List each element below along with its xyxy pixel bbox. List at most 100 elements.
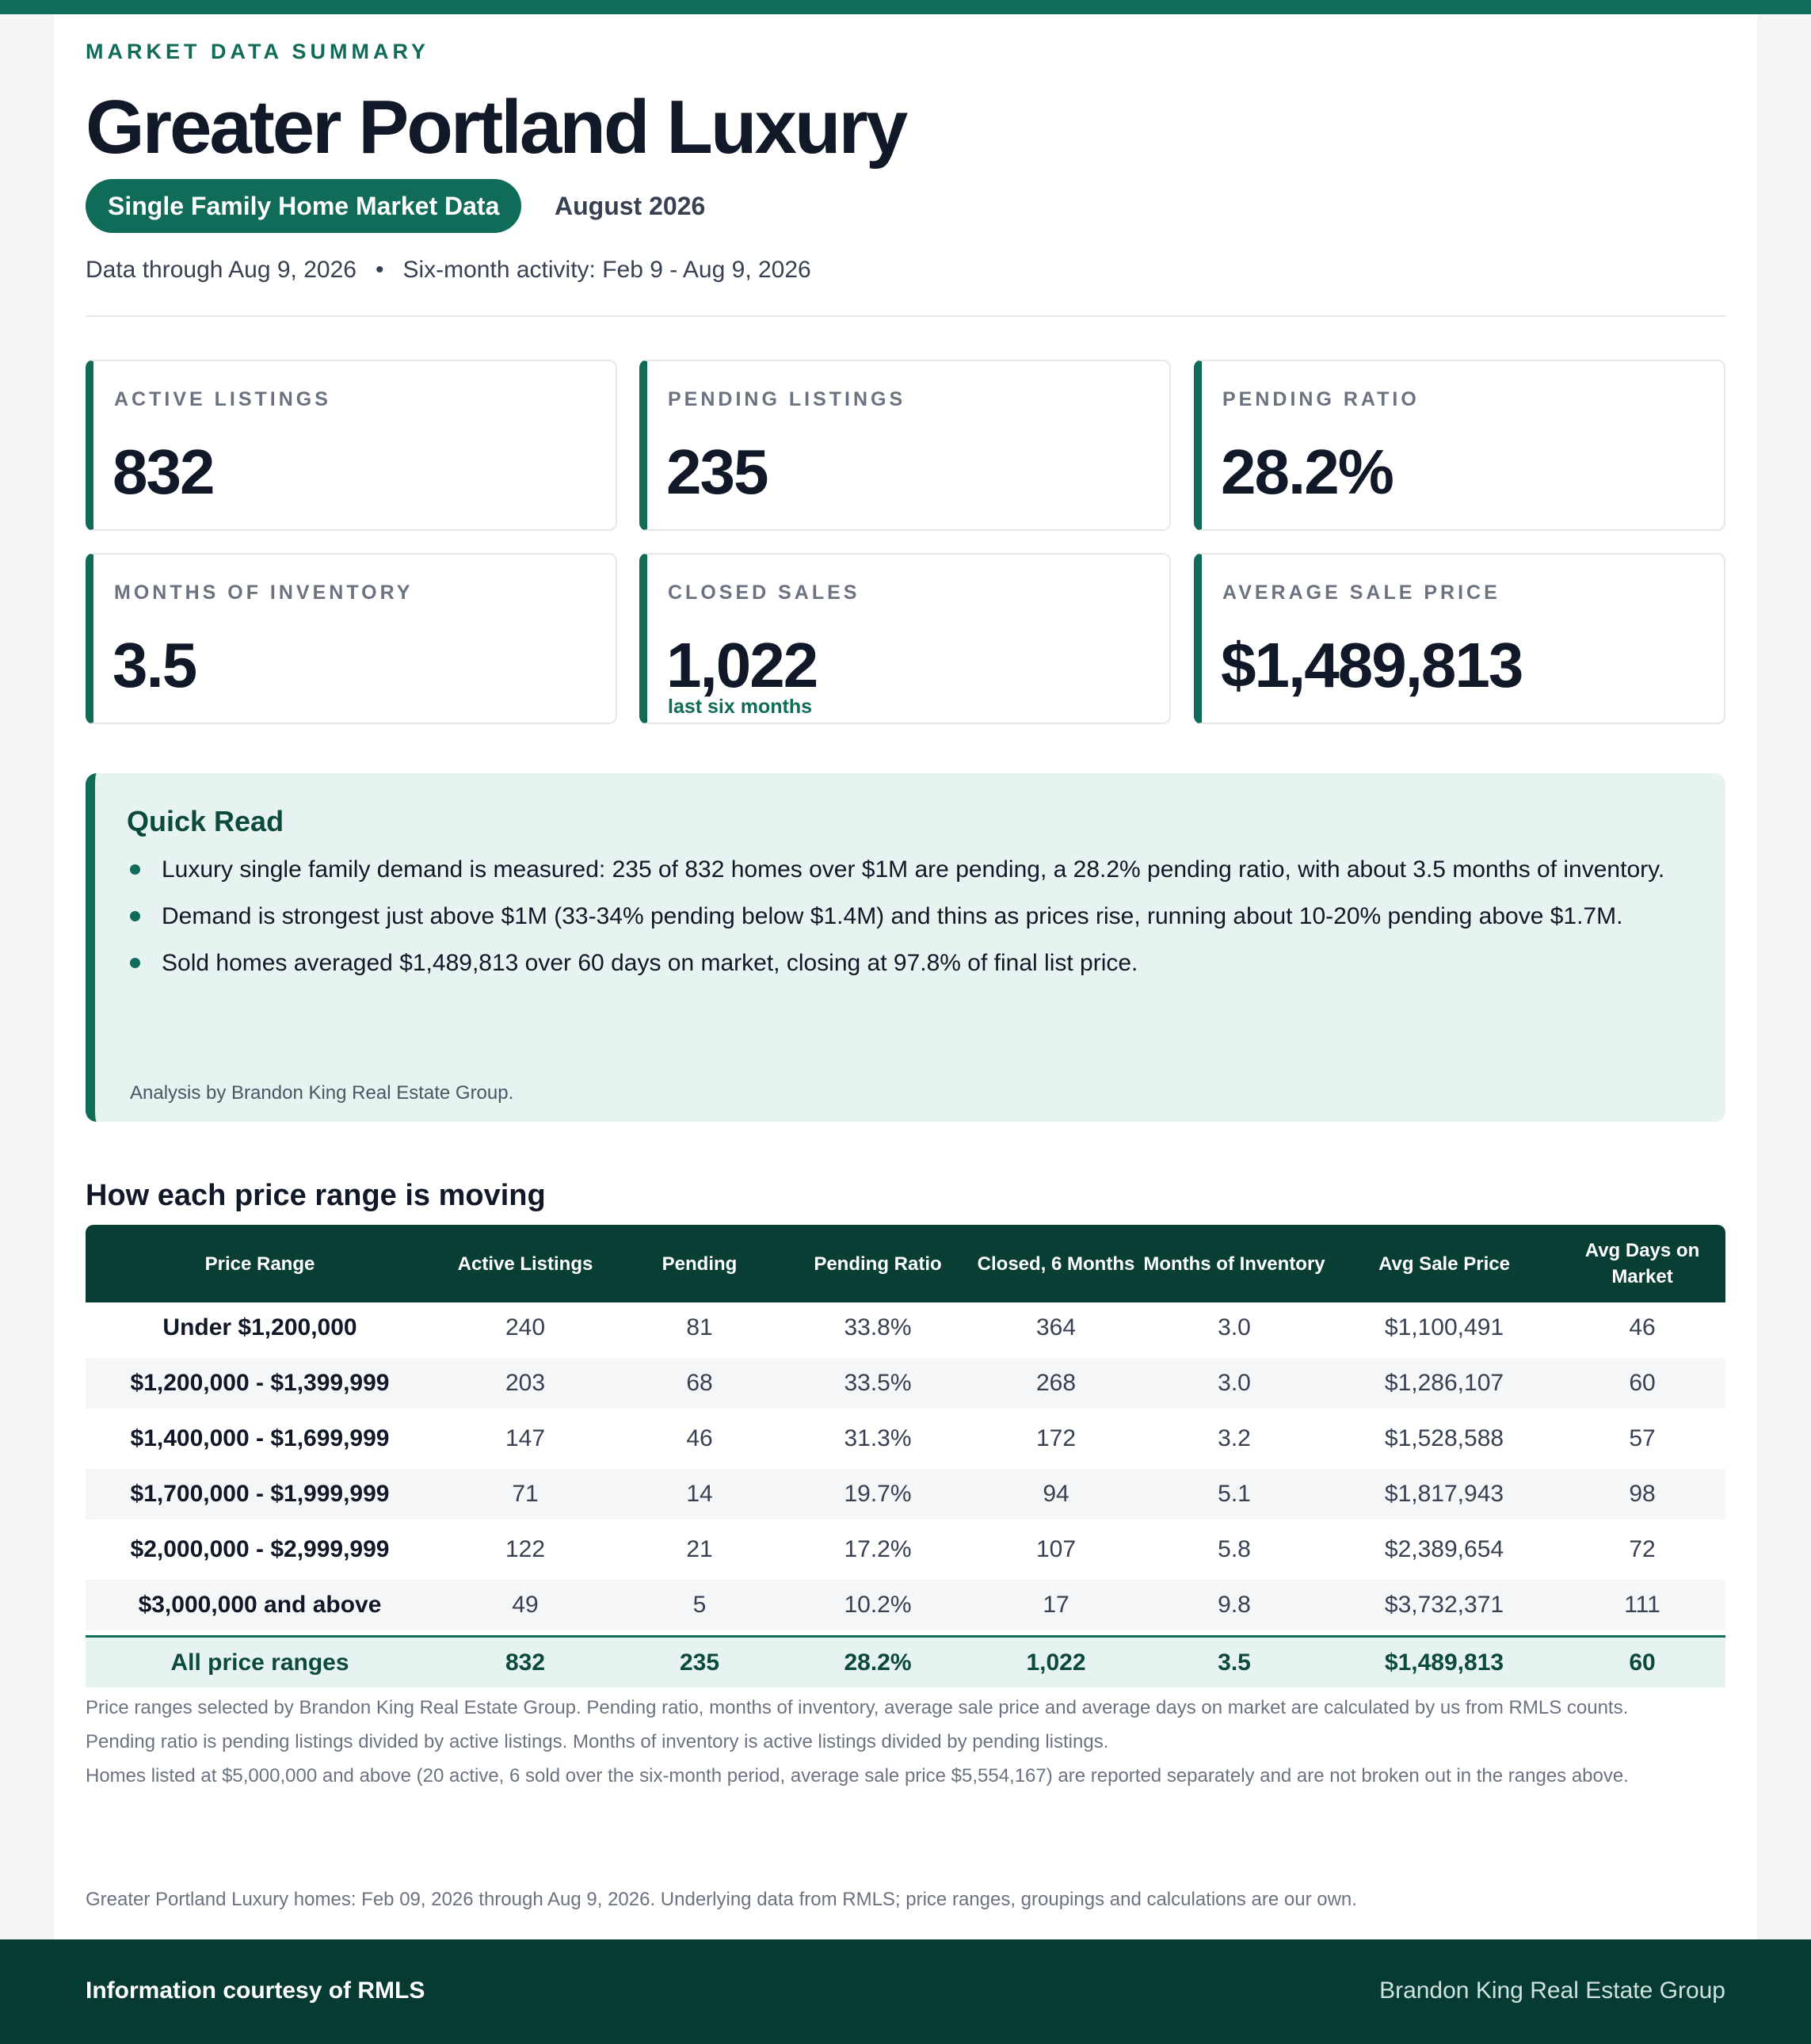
cell-pending-ratio: 31.3%	[844, 1425, 912, 1451]
quick-read-text: Luxury single family demand is measured:…	[162, 856, 1665, 883]
quick-read-title: Quick Read	[127, 805, 284, 837]
cell-price-range: All price ranges	[170, 1649, 349, 1676]
cell-pending: 14	[686, 1481, 713, 1507]
kpi-value: 832	[112, 437, 215, 507]
note-price-ranges: Price ranges selected by Brandon King Re…	[86, 1697, 1629, 1718]
cell-avg-days: 60	[1629, 1370, 1656, 1396]
kpi-card-pending-listings: PENDING LISTINGS 235	[639, 360, 1171, 531]
kpi-card-average-sale-price: AVERAGE SALE PRICE $1,489,813	[1194, 553, 1725, 724]
cell-pending-ratio: 10.2%	[844, 1592, 912, 1618]
kpi-card-pending-ratio: PENDING RATIO 28.2%	[1194, 360, 1725, 531]
cell-pending: 46	[686, 1425, 713, 1451]
cell-avg-days: 60	[1629, 1649, 1656, 1676]
separator-dot: •	[375, 257, 384, 283]
activity-range: Six-month activity: Feb 9 - Aug 9, 2026	[402, 257, 811, 283]
cell-active: 49	[512, 1592, 539, 1618]
column-header: Pending	[661, 1253, 738, 1275]
report-period: August 2026	[555, 192, 706, 220]
table-row: $1,700,000 - $1,999,999 71 14 19.7% 94 5…	[86, 1469, 1725, 1520]
meta-line: Data through Aug 9, 2026 • Six-month activ…	[86, 257, 811, 284]
cell-avg-days: 46	[1629, 1314, 1656, 1340]
kpi-label: AVERAGE SALE PRICE	[1222, 582, 1500, 604]
kpi-value: 3.5	[112, 630, 197, 700]
cell-pending: 21	[686, 1536, 713, 1562]
kpi-subtext: last six months	[668, 696, 812, 718]
cell-avg-sale-price: $3,732,371	[1384, 1592, 1504, 1618]
cell-months-inventory: 3.0	[1218, 1370, 1251, 1396]
top-accent-bar	[0, 0, 1811, 14]
cell-months-inventory: 3.0	[1218, 1314, 1251, 1340]
cell-price-range: $3,000,000 and above	[138, 1592, 382, 1618]
footer-source: Information courtesy of RMLS	[86, 1977, 425, 2004]
kpi-label: PENDING LISTINGS	[668, 388, 906, 410]
table-row: $3,000,000 and above 49 5 10.2% 17 9.8 $…	[86, 1580, 1725, 1630]
column-header: Avg Days on Market	[1584, 1240, 1700, 1287]
quick-read-credit: Analysis by Brandon King Real Estate Gro…	[130, 1082, 514, 1104]
cell-pending: 5	[692, 1592, 707, 1618]
cell-avg-days: 72	[1629, 1536, 1656, 1562]
kpi-label: CLOSED SALES	[668, 582, 860, 604]
bullet-dot-icon	[130, 911, 140, 921]
cell-closed: 172	[1035, 1425, 1077, 1451]
cell-avg-sale-price: $1,489,813	[1384, 1649, 1504, 1676]
cell-price-range: $2,000,000 - $2,999,999	[130, 1536, 390, 1562]
cell-pending-ratio: 33.5%	[844, 1370, 912, 1396]
cell-avg-sale-price: $1,817,943	[1384, 1481, 1504, 1507]
cell-months-inventory: 9.8	[1218, 1592, 1251, 1618]
cell-months-inventory: 3.5	[1218, 1649, 1251, 1676]
cell-pending-ratio: 17.2%	[844, 1536, 912, 1562]
column-header: Months of Inventory	[1143, 1253, 1325, 1275]
cell-closed: 364	[1035, 1314, 1077, 1340]
cell-pending-ratio: 19.7%	[844, 1481, 912, 1507]
cell-pending: 81	[686, 1314, 713, 1340]
cell-active: 203	[505, 1370, 546, 1396]
cell-months-inventory: 3.2	[1218, 1425, 1251, 1451]
cell-closed: 1,022	[1026, 1649, 1086, 1676]
footer-brand: Brandon King Real Estate Group	[1379, 1977, 1725, 2004]
column-header: Pending Ratio	[814, 1253, 942, 1275]
quick-read-item: Sold homes averaged $1,489,813 over 60 d…	[127, 946, 1672, 980]
cell-months-inventory: 5.8	[1218, 1536, 1251, 1562]
table-header: Price Range Active Listings Pending Pend…	[86, 1225, 1725, 1302]
bullet-dot-icon	[130, 958, 140, 968]
table-row: $1,400,000 - $1,699,999 147 46 31.3% 172…	[86, 1413, 1725, 1464]
eyebrow: MARKET DATA SUMMARY	[86, 40, 429, 63]
cell-avg-sale-price: $2,389,654	[1384, 1536, 1504, 1562]
cell-closed: 17	[1043, 1592, 1069, 1618]
cell-price-range: $1,400,000 - $1,699,999	[130, 1425, 390, 1451]
quick-read-text: Sold homes averaged $1,489,813 over 60 d…	[162, 950, 1138, 976]
source-note: Greater Portland Luxury homes: Feb 09, 2…	[86, 1889, 1357, 1910]
cell-avg-sale-price: $1,286,107	[1384, 1370, 1504, 1396]
kpi-value: 235	[666, 437, 768, 507]
cell-pending-ratio: 33.8%	[844, 1314, 912, 1340]
quick-read-panel: Quick Read Luxury single family demand i…	[86, 773, 1725, 1122]
kpi-card-active-listings: ACTIVE LISTINGS 832	[86, 360, 617, 531]
cell-closed: 107	[1035, 1536, 1077, 1562]
kpi-label: MONTHS OF INVENTORY	[114, 582, 414, 604]
cell-active: 832	[505, 1649, 546, 1676]
kpi-label: PENDING RATIO	[1222, 388, 1420, 410]
footer-bar: Information courtesy of RMLS Brandon Kin…	[0, 1939, 1811, 2044]
table-section-title: How each price range is moving	[86, 1179, 546, 1212]
cell-active: 147	[505, 1425, 546, 1451]
cell-avg-sale-price: $1,528,588	[1384, 1425, 1504, 1451]
divider	[86, 315, 1725, 317]
cell-pending-ratio: 28.2%	[844, 1649, 912, 1676]
table-total-row: All price ranges 832 235 28.2% 1,022 3.5…	[86, 1635, 1725, 1687]
column-header: Price Range	[204, 1253, 315, 1275]
quick-read-item: Luxury single family demand is measured:…	[127, 852, 1672, 887]
cell-avg-days: 98	[1629, 1481, 1656, 1507]
cell-avg-days: 111	[1624, 1592, 1660, 1618]
column-header: Active Listings	[457, 1253, 593, 1275]
bullet-dot-icon	[130, 864, 140, 875]
note-definitions: Pending ratio is pending listings divide…	[86, 1731, 1109, 1752]
cell-active: 71	[512, 1481, 539, 1507]
page-title: Greater Portland Luxury	[86, 85, 908, 170]
cell-price-range: $1,200,000 - $1,399,999	[130, 1370, 390, 1396]
table-row: $2,000,000 - $2,999,999 122 21 17.2% 107…	[86, 1524, 1725, 1575]
cell-closed: 94	[1043, 1481, 1069, 1507]
kpi-value: $1,489,813	[1221, 630, 1523, 700]
quick-read-text: Demand is strongest just above $1M (33-3…	[162, 903, 1623, 929]
table-notes: Price ranges selected by Brandon King Re…	[86, 1694, 1725, 1796]
cell-price-range: $1,700,000 - $1,999,999	[130, 1481, 390, 1507]
